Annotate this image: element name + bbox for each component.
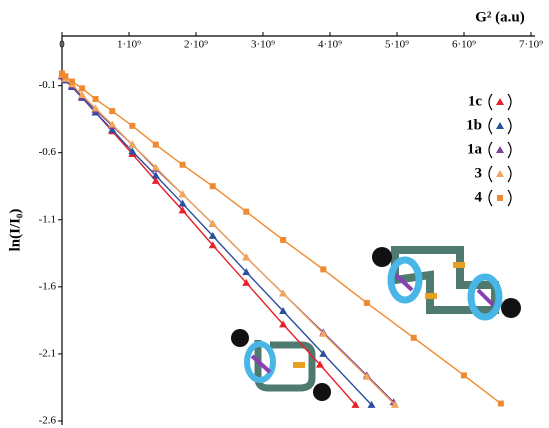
data-point [210,183,216,189]
data-point [320,266,326,272]
legend-marker [496,170,504,177]
y-tick-label: -0.1 [39,79,56,91]
legend-paren [489,166,492,182]
legend-paren [508,190,511,206]
y-tick-label: -2.6 [39,415,57,427]
molecule-large [372,247,521,318]
data-point [498,401,504,407]
data-point [243,209,249,215]
data-point [79,85,85,91]
legend-marker [496,98,504,105]
legend-label: 1b [466,117,482,133]
series-line [62,76,355,405]
legend-paren [508,142,511,158]
legend-marker [497,195,503,201]
data-point [280,237,286,243]
x-tick-label: 6·10⁹ [452,39,476,51]
legend-label: 1a [467,141,483,157]
legend-paren [489,118,492,134]
data-point [364,300,370,306]
chart: G² (a.u) ln(I/I₀) 0 1·10⁹ 2·10⁹ 3·10⁹ 4·10⁹ 5… [0,0,549,428]
data-point [129,123,135,129]
legend-label: 3 [475,165,483,181]
x-tick-label: 0 [59,39,65,51]
legend-paren [508,166,511,182]
data-point [461,372,467,378]
data-point [153,142,159,148]
x-tick-label: 2·10⁹ [184,39,208,51]
data-point [93,96,99,102]
legend-paren [489,94,492,110]
y-tick-label: -0.6 [39,146,57,158]
x-tick-label: 4·10⁹ [318,39,342,51]
y-tick-label: -1.1 [39,213,56,225]
legend-label: 1c [468,93,483,109]
legend-marker [496,146,504,153]
x-tick-label: 3·10⁹ [251,39,275,51]
data-point [69,79,75,85]
data-point [180,162,186,168]
x-tick-label: 1·10⁹ [117,39,141,51]
y-tick-label: -1.6 [39,280,57,292]
data-point [411,335,417,341]
legend-marker [496,122,504,129]
molecule-small [231,329,331,401]
x-tick-label: 5·10⁹ [385,39,409,51]
legend-paren [489,190,492,206]
y-tick-label: -2.1 [39,347,56,359]
legend-paren [508,94,511,110]
legend-paren [508,118,511,134]
x-tick-label: 7·10⁹ [519,39,543,51]
legend-label: 4 [475,189,483,205]
y-axis-label: ln(I/I₀) [7,209,23,252]
data-point [62,73,68,79]
data-point [109,108,115,114]
x-axis-label: G² (a.u) [475,9,525,25]
legend-paren [489,142,492,158]
